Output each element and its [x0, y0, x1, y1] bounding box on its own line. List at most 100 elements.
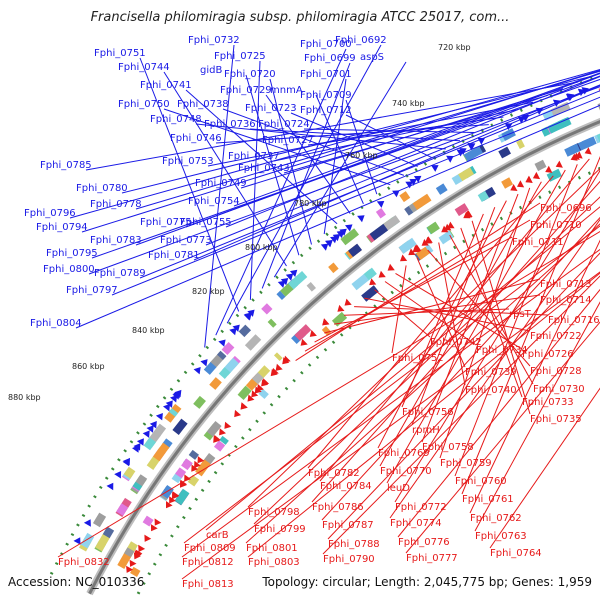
reverse-label-connector [389, 218, 600, 519]
cog-block [596, 133, 600, 143]
forward-gene-arrow [132, 445, 139, 453]
reverse-label-connector [421, 193, 519, 443]
forward-gene-label: Fphi_0749 [195, 178, 247, 189]
reverse-gene-arrow [532, 171, 541, 180]
reverse-gene-label: Fphi_0801 [246, 543, 298, 554]
reverse-gene-arrow [275, 363, 283, 371]
reverse-label-connector [474, 301, 600, 532]
reverse-gene-arrow [408, 248, 416, 256]
reverse-gene-label: Fphi_0710 [530, 220, 582, 231]
cog-block [477, 190, 490, 203]
cog-block [280, 282, 295, 297]
reverse-gene-label: Fphi_0774 [390, 518, 442, 529]
forward-gene-label: Fphi_0701 [300, 69, 352, 80]
forward-gene-arrow [114, 471, 122, 479]
cog-block [375, 208, 387, 219]
reverse-gene-arrow [172, 491, 180, 499]
kbp-tick-label: 860 kbp [72, 362, 105, 371]
reverse-gene-label: Fphi_0764 [490, 548, 542, 559]
cog-block [116, 503, 129, 516]
reverse-gene-label: carB [206, 530, 229, 541]
reverse-gene-arrow [322, 318, 330, 326]
cog-block [541, 126, 551, 137]
forward-gene-arrow [467, 143, 476, 150]
reverse-gene-label: Fphi_0790 [323, 554, 375, 565]
forward-gene-arrow [339, 228, 347, 236]
reverse-label-connector [321, 216, 600, 521]
forward-gene-label: Fphi_0712 [300, 105, 352, 116]
reverse-gene-label: Fphi_0716 [548, 315, 600, 326]
cog-block [276, 290, 286, 301]
reverse-gene-label: Fphi_0735 [530, 414, 582, 425]
forward-gene-label: Fphi_0795 [46, 248, 98, 259]
forward-gene-label: aspS [360, 52, 384, 63]
forward-gene-label: gidB [200, 65, 222, 76]
cog-block [398, 237, 417, 254]
reverse-gene-label: rpsT [509, 309, 532, 320]
reverse-label-connector [454, 164, 578, 477]
forward-gene-label: Fphi_0750 [118, 99, 170, 110]
cog-block [261, 303, 273, 315]
forward-gene-arrow [172, 392, 180, 400]
reverse-gene-arrow [444, 223, 452, 231]
forward-label-connector [195, 123, 446, 150]
forward-gene-arrow [345, 224, 353, 232]
reverse-gene-arrow [300, 338, 308, 346]
reverse-gene-arrow [150, 524, 158, 532]
reverse-label-connector [489, 387, 600, 549]
reverse-gene-label: Fphi_0799 [254, 524, 306, 535]
reverse-gene-arrow [251, 390, 259, 398]
reverse-label-connector [253, 196, 600, 525]
reverse-gene-arrow [400, 254, 408, 262]
reverse-label-connector [322, 275, 600, 555]
forward-gene-arrow [405, 181, 413, 189]
cog-block [80, 532, 95, 549]
reverse-gene-arrow [584, 147, 592, 155]
forward-gene-label: Fphi_0699 [304, 53, 356, 64]
forward-gene-label: Fphi_0729 [220, 85, 272, 96]
cog-block [251, 372, 264, 385]
reverse-gene-arrow [387, 263, 395, 271]
cog-block [203, 361, 217, 375]
forward-gene-label: Fphi_0804 [30, 318, 82, 329]
forward-gene-label: Fphi_0741 [140, 80, 192, 91]
backbone-ring [88, 120, 600, 595]
reverse-label-connector [384, 281, 477, 346]
cog-block [463, 145, 483, 162]
cog-block [195, 459, 211, 477]
kbp-tick-label: 880 kbp [8, 393, 41, 402]
forward-gene-label: Fphi_0754 [188, 196, 240, 207]
cog-block [206, 420, 222, 437]
forward-label-connector [163, 71, 287, 267]
cog-block [498, 146, 511, 159]
forward-gene-arrow [136, 438, 144, 446]
forward-gene-arrow [244, 312, 252, 321]
cog-block [516, 139, 525, 149]
reverse-label-connector [307, 175, 554, 469]
reverse-gene-label: Fphi_0812 [182, 557, 234, 568]
reverse-label-connector [295, 202, 541, 362]
reverse-label-connector [311, 180, 600, 503]
forward-label-connector [222, 108, 405, 176]
forward-gene-label: Fphi_0727 [262, 135, 314, 146]
forward-gene-arrow [218, 339, 226, 347]
kbp-tick-label: 760 kbp [345, 151, 378, 160]
reverse-label-connector [181, 248, 600, 558]
reverse-label-connector [247, 272, 600, 558]
forward-gene-label: Fphi_0751 [94, 48, 146, 59]
reverse-gene-label: leuD [387, 483, 410, 494]
cog-block [546, 168, 562, 182]
reverse-gene-label: Fphi_0711 [512, 237, 564, 248]
reverse-gene-arrow [240, 402, 248, 410]
cog-block [102, 526, 115, 539]
forward-label-connector [121, 75, 594, 194]
accession-text: Accession: NC_010336 [8, 575, 145, 589]
forward-gene-label: Fphi_0800 [43, 264, 95, 275]
forward-label-connector [75, 104, 600, 329]
reverse-gene-label: Fphi_0782 [308, 468, 360, 479]
cog-block [237, 385, 252, 401]
forward-gene-label: Fphi_0724 [258, 119, 310, 130]
cog-block [172, 418, 188, 435]
forward-gene-arrow [123, 457, 130, 466]
forward-gene-label: Fphi_0725 [214, 51, 266, 62]
